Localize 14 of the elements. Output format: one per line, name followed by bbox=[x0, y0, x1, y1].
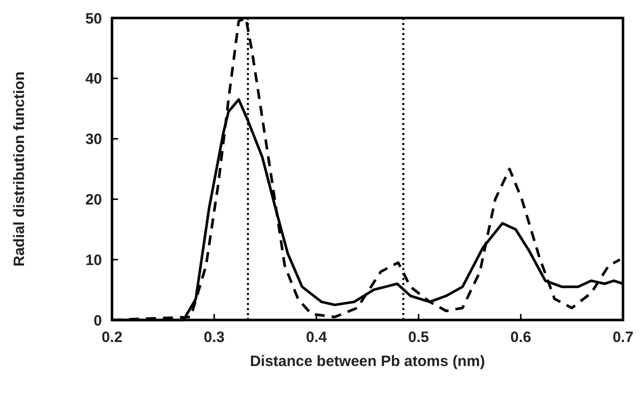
y-axis-title: Radial distribution function bbox=[11, 72, 28, 266]
x-tick-label: 0.3 bbox=[204, 329, 225, 346]
y-tick-label: 20 bbox=[85, 191, 102, 208]
y-tick-label: 0 bbox=[94, 312, 102, 330]
y-tick-label: 10 bbox=[85, 252, 102, 269]
x-tick-label: 0.2 bbox=[102, 329, 122, 346]
x-tick-label: 0.6 bbox=[510, 329, 532, 346]
x-axis-title: Distance between Pb atoms (nm) bbox=[250, 353, 486, 370]
y-tick-label: 50 bbox=[85, 10, 102, 28]
y-tick-label: 30 bbox=[85, 131, 102, 148]
x-tick-label: 0.7 bbox=[612, 329, 634, 346]
x-tick-label: 0.5 bbox=[408, 329, 430, 346]
x-tick-label: 0.4 bbox=[306, 329, 328, 346]
y-tick-label: 40 bbox=[85, 70, 102, 88]
